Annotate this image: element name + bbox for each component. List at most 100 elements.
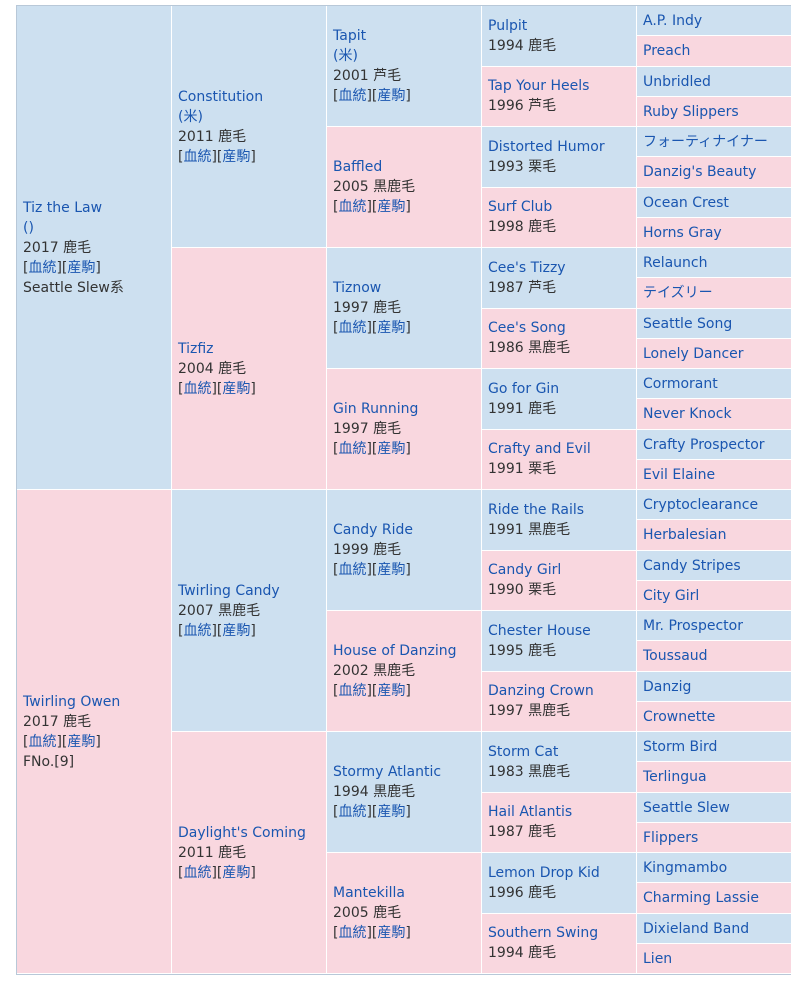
horse-name-link[interactable]: Cee's Tizzy <box>488 259 566 276</box>
horse-name-link[interactable]: Flippers <box>643 829 699 846</box>
horse-name-link[interactable]: Candy Ride <box>333 522 413 538</box>
progeny-link[interactable]: 産駒 <box>67 733 96 750</box>
bloodline-link[interactable]: 血統 <box>183 148 212 165</box>
horse-name-link[interactable]: City Girl <box>643 587 700 604</box>
bloodline-link[interactable]: 血統 <box>338 320 367 336</box>
bloodline-link[interactable]: 血統 <box>338 683 367 699</box>
horse-name-link[interactable]: Danzing Crown <box>488 683 594 700</box>
horse-name-link[interactable]: フォーティナイナー <box>643 134 768 150</box>
bloodline-link[interactable]: 血統 <box>338 199 367 215</box>
horse-name-link[interactable]: Ride the Rails <box>488 501 585 518</box>
horse-name-link[interactable]: Storm Cat <box>488 743 559 760</box>
sire-line: Seattle Slew系 <box>23 279 124 296</box>
horse-name-link[interactable]: Tizfiz <box>178 340 214 357</box>
horse-name-link[interactable]: Ruby Slippers <box>643 103 739 120</box>
horse-name-link[interactable]: Tap Your Heels <box>488 78 590 95</box>
horse-name-link[interactable]: Kingmambo <box>643 860 728 876</box>
horse-name-link[interactable]: Dixieland Band <box>643 920 750 937</box>
horse-name-link[interactable]: Surf Club <box>488 199 553 216</box>
birth-info: 2007 黒鹿毛 <box>178 602 261 619</box>
bloodline-link[interactable]: 血統 <box>338 441 367 457</box>
horse-name-link[interactable]: Seattle Slew <box>643 799 730 816</box>
gen5-cell: Ruby Slippers <box>637 96 792 127</box>
horse-name-link[interactable]: Daylight's Coming <box>178 824 306 841</box>
horse-name-link[interactable]: Evil Elaine <box>643 466 716 483</box>
horse-name-link[interactable]: Go for Gin <box>488 380 560 397</box>
horse-name-link[interactable]: Southern Swing <box>488 925 599 942</box>
horse-name-link[interactable]: Storm Bird <box>643 739 718 755</box>
bloodline-link[interactable]: 血統 <box>338 562 367 578</box>
horse-name-link[interactable]: Candy Stripes <box>643 557 741 574</box>
birth-info: 1990 栗毛 <box>488 582 557 599</box>
horse-name-link[interactable]: Hail Atlantis <box>488 804 573 821</box>
pedigree-links: [血統][産駒] <box>333 562 411 578</box>
bloodline-link[interactable]: 血統 <box>338 925 367 941</box>
horse-name-link[interactable]: Lemon Drop Kid <box>488 864 600 881</box>
progeny-link[interactable]: 産駒 <box>377 441 406 457</box>
sire-name-link[interactable]: Tiz the Law <box>23 199 103 216</box>
horse-name-link[interactable]: Crafty and Evil <box>488 441 591 458</box>
bloodline-link[interactable]: 血統 <box>338 88 367 104</box>
dam-name-link[interactable]: Twirling Owen <box>23 693 121 710</box>
horse-name-link[interactable]: Mantekilla <box>333 885 405 901</box>
horse-name-link[interactable]: Mr. Prospector <box>643 618 743 634</box>
progeny-link[interactable]: 産駒 <box>222 864 251 881</box>
horse-name-link[interactable]: House of Danzing <box>333 643 457 659</box>
origin-link[interactable]: (米) <box>333 48 358 64</box>
progeny-link[interactable]: 産駒 <box>222 380 251 397</box>
sire-origin-link[interactable]: () <box>23 219 34 236</box>
horse-name-link[interactable]: Distorted Humor <box>488 138 605 155</box>
bloodline-link[interactable]: 血統 <box>183 622 212 639</box>
horse-name-link[interactable]: Baffled <box>333 159 383 175</box>
horse-name-link[interactable]: Unbridled <box>643 73 711 90</box>
horse-name-link[interactable]: Cee's Song <box>488 320 566 337</box>
horse-name-link[interactable]: Terlingua <box>643 769 707 786</box>
horse-name-link[interactable]: Crownette <box>643 708 716 725</box>
horse-name-link[interactable]: Preach <box>643 43 691 60</box>
horse-name-link[interactable]: Stormy Atlantic <box>333 764 442 780</box>
progeny-link[interactable]: 産駒 <box>377 804 406 820</box>
horse-name-link[interactable]: Herbalesian <box>643 527 727 544</box>
horse-name-link[interactable]: テイズリー <box>643 285 713 302</box>
gen4-cell: Distorted Humor 1993 栗毛 <box>482 127 637 188</box>
bloodline-link[interactable]: 血統 <box>28 733 57 750</box>
horse-name-link[interactable]: Crafty Prospector <box>643 436 765 453</box>
gen3-cell: Tapit (米) 2001 芦毛 [血統][産駒] <box>327 6 482 127</box>
horse-name-link[interactable]: A.P. Indy <box>643 13 703 29</box>
horse-name-link[interactable]: Horns Gray <box>643 224 722 241</box>
progeny-link[interactable]: 産駒 <box>377 925 406 941</box>
horse-name-link[interactable]: Cormorant <box>643 376 718 392</box>
progeny-link[interactable]: 産駒 <box>67 259 96 276</box>
progeny-link[interactable]: 産駒 <box>222 622 251 639</box>
horse-name-link[interactable]: Chester House <box>488 622 591 639</box>
horse-name-link[interactable]: Twirling Candy <box>178 582 280 599</box>
horse-name-link[interactable]: Cryptoclearance <box>643 497 759 513</box>
progeny-link[interactable]: 産駒 <box>377 320 406 336</box>
horse-name-link[interactable]: Candy Girl <box>488 562 562 579</box>
horse-name-link[interactable]: Charming Lassie <box>643 890 759 907</box>
horse-name-link[interactable]: Tiznow <box>333 280 382 296</box>
progeny-link[interactable]: 産駒 <box>377 88 406 104</box>
progeny-link[interactable]: 産駒 <box>222 148 251 165</box>
horse-name-link[interactable]: Seattle Song <box>643 315 733 332</box>
bloodline-link[interactable]: 血統 <box>338 804 367 820</box>
horse-name-link[interactable]: Pulpit <box>488 17 528 34</box>
horse-name-link[interactable]: Constitution <box>178 88 264 105</box>
progeny-link[interactable]: 産駒 <box>377 683 406 699</box>
bloodline-link[interactable]: 血統 <box>183 864 212 881</box>
progeny-link[interactable]: 産駒 <box>377 562 406 578</box>
horse-name-link[interactable]: Never Knock <box>643 406 732 423</box>
horse-name-link[interactable]: Lien <box>643 950 673 967</box>
horse-name-link[interactable]: Tapit <box>333 28 367 44</box>
origin-link[interactable]: (米) <box>178 108 203 125</box>
horse-name-link[interactable]: Danzig's Beauty <box>643 164 757 181</box>
horse-name-link[interactable]: Lonely Dancer <box>643 345 744 362</box>
horse-name-link[interactable]: Toussaud <box>643 648 708 665</box>
horse-name-link[interactable]: Ocean Crest <box>643 194 729 211</box>
bloodline-link[interactable]: 血統 <box>183 380 212 397</box>
horse-name-link[interactable]: Danzig <box>643 678 692 695</box>
bloodline-link[interactable]: 血統 <box>28 259 57 276</box>
horse-name-link[interactable]: Gin Running <box>333 401 419 417</box>
progeny-link[interactable]: 産駒 <box>377 199 406 215</box>
horse-name-link[interactable]: Relaunch <box>643 255 708 271</box>
